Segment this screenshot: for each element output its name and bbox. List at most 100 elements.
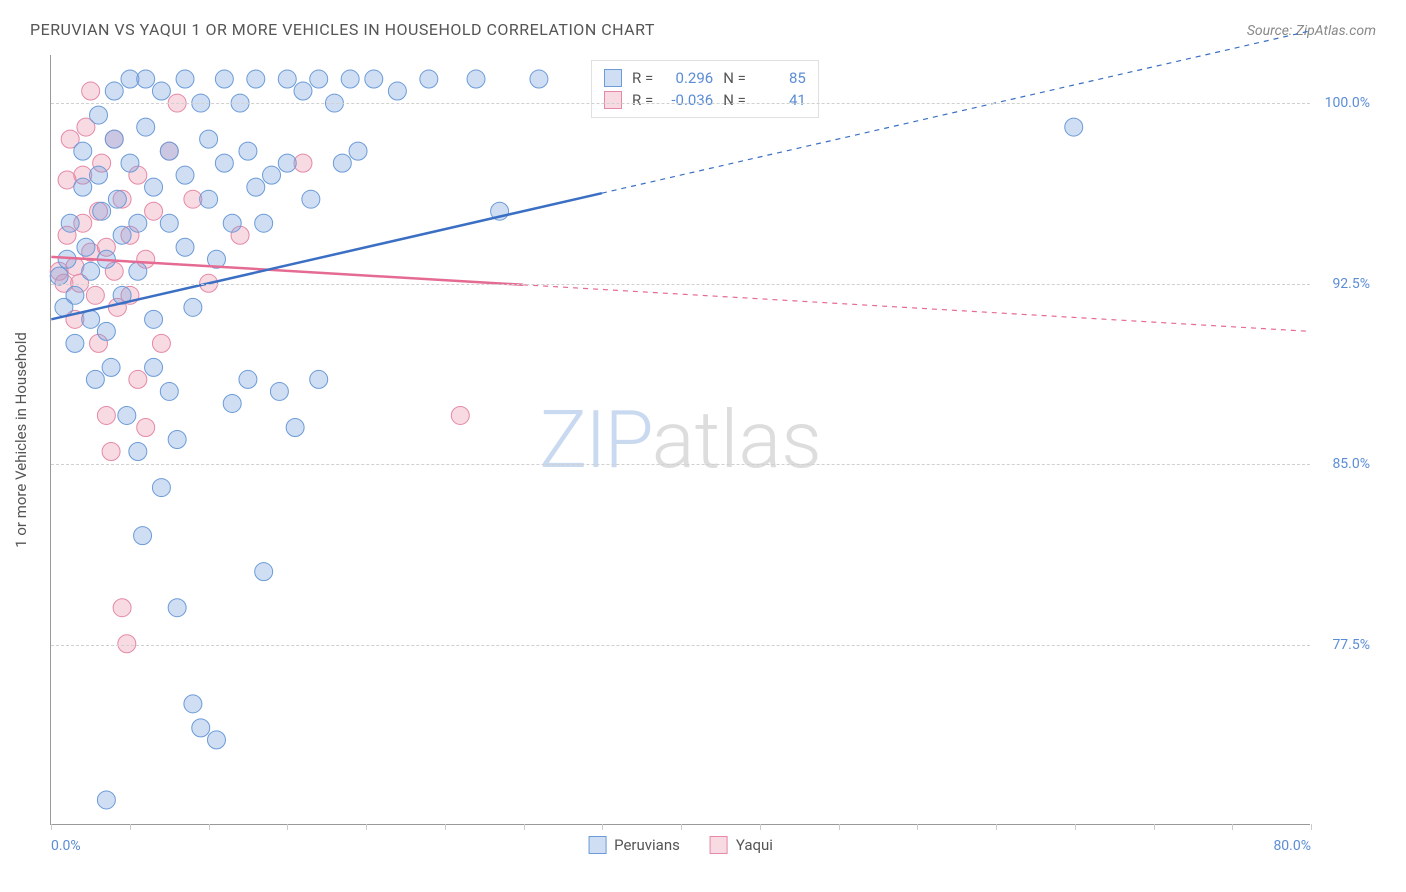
x-tick (839, 824, 840, 830)
source-label: Source: (1247, 23, 1296, 39)
data-point (50, 267, 68, 285)
r-label: R = (632, 91, 653, 109)
r-label: R = (632, 69, 653, 87)
data-point (192, 719, 210, 737)
y-tick-label: 100.0% (1315, 95, 1370, 111)
y-axis-label: 1 or more Vehicles in Household (12, 332, 30, 548)
data-point (77, 238, 95, 256)
data-point (74, 142, 92, 160)
data-point (82, 82, 100, 100)
legend-item-peruvians: Peruvians (588, 836, 680, 854)
data-point (200, 130, 218, 148)
data-point (168, 599, 186, 617)
data-point (90, 166, 108, 184)
data-point (255, 214, 273, 232)
data-point (129, 262, 147, 280)
x-tick (209, 824, 210, 830)
x-tick (602, 824, 603, 830)
data-point (239, 370, 257, 388)
data-point (255, 563, 273, 581)
data-point (97, 406, 115, 424)
data-point (145, 358, 163, 376)
data-point (145, 202, 163, 220)
grid-line-h (51, 645, 1310, 646)
x-tick-label: 80.0% (1273, 838, 1311, 854)
grid-line-h (51, 284, 1310, 285)
data-point (176, 166, 194, 184)
data-point (137, 418, 155, 436)
data-point (176, 238, 194, 256)
correlation-legend: R = 0.296 N = 85 R = -0.036 N = 41 (591, 60, 819, 118)
y-tick-label: 92.5% (1315, 276, 1370, 292)
data-point (152, 334, 170, 352)
x-tick (1075, 824, 1076, 830)
data-point (333, 154, 351, 172)
x-tick (1232, 824, 1233, 830)
data-point (207, 731, 225, 749)
swatch-peruvians-icon (588, 836, 606, 854)
data-point (223, 214, 241, 232)
x-tick (996, 824, 997, 830)
plot-svg (51, 55, 1310, 824)
data-point (294, 82, 312, 100)
n-label: N = (723, 69, 746, 87)
data-point (388, 82, 406, 100)
data-point (129, 214, 147, 232)
data-point (61, 214, 79, 232)
data-point (239, 142, 257, 160)
data-point (152, 479, 170, 497)
x-tick (287, 824, 288, 830)
x-tick (130, 824, 131, 830)
legend-row-peruvians: R = 0.296 N = 85 (604, 67, 806, 89)
data-point (134, 527, 152, 545)
data-point (102, 358, 120, 376)
data-point (184, 298, 202, 316)
grid-line-h (51, 464, 1310, 465)
data-point (247, 178, 265, 196)
swatch-yaqui-icon (710, 836, 728, 854)
data-point (467, 70, 485, 88)
data-point (184, 695, 202, 713)
data-point (86, 286, 104, 304)
x-tick (760, 824, 761, 830)
data-point (160, 214, 178, 232)
legend-row-yaqui: R = -0.036 N = 41 (604, 89, 806, 111)
swatch-peruvians (604, 69, 622, 87)
grid-line-h (51, 103, 1310, 104)
data-point (66, 334, 84, 352)
data-point (113, 226, 131, 244)
data-point (176, 70, 194, 88)
data-point (451, 406, 469, 424)
x-tick (366, 824, 367, 830)
data-point (145, 310, 163, 328)
x-tick (51, 824, 52, 830)
data-point (145, 178, 163, 196)
data-point (66, 286, 84, 304)
data-point (86, 370, 104, 388)
data-point (82, 262, 100, 280)
x-tick (445, 824, 446, 830)
y-tick-label: 77.5% (1315, 637, 1370, 653)
data-point (152, 82, 170, 100)
x-tick (524, 824, 525, 830)
data-point (310, 370, 328, 388)
data-point (349, 142, 367, 160)
data-point (247, 70, 265, 88)
data-point (108, 190, 126, 208)
n-value-yaqui: 41 (756, 91, 806, 109)
data-point (121, 154, 139, 172)
n-value-peruvians: 85 (756, 69, 806, 87)
y-tick-label: 85.0% (1315, 456, 1370, 472)
data-point (102, 443, 120, 461)
data-point (263, 166, 281, 184)
data-point (200, 190, 218, 208)
chart-header: PERUVIAN VS YAQUI 1 OR MORE VEHICLES IN … (0, 0, 1406, 39)
data-point (278, 154, 296, 172)
data-point (137, 70, 155, 88)
data-point (420, 70, 438, 88)
data-point (215, 154, 233, 172)
legend-item-yaqui: Yaqui (710, 836, 773, 854)
data-point (93, 202, 111, 220)
data-point (160, 382, 178, 400)
data-point (530, 70, 548, 88)
